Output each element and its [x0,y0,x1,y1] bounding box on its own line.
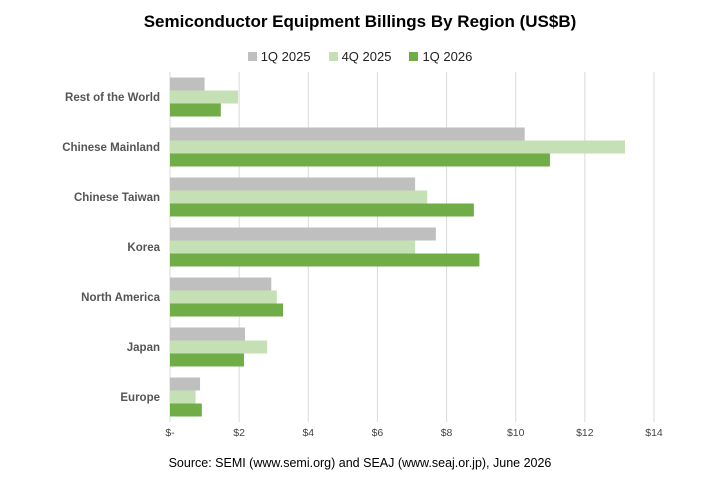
x-tick-label: $14 [645,427,663,439]
y-category-label: Chinese Mainland [62,142,160,154]
y-category-label: Japan [127,342,160,354]
legend-item-4q2025: 4Q 2025 [328,49,392,64]
bar-4q2025-1 [170,140,625,154]
bar-4q2025-3 [170,240,416,254]
bar-4q2025-5 [170,340,268,354]
bar-4q2025-6 [170,390,196,404]
bar-1q2025-5 [170,327,246,341]
bar-1q2025-1 [170,127,525,141]
bar-4q2025-2 [170,190,428,204]
legend-label-1q2026: 1Q 2026 [422,49,473,64]
legend-swatch-1q2025 [247,52,257,61]
y-category-label: North America [81,292,160,304]
legend-item-1q2026: 1Q 2026 [409,49,472,64]
bar-1q2026-4 [170,303,284,317]
bar-1q2025-0 [170,77,205,91]
bar-1q2025-2 [170,177,416,191]
legend-item-1q2025: 1Q 2025 [247,49,311,64]
bar-1q2026-0 [170,103,221,117]
bar-1q2026-3 [170,253,480,267]
chart-title: Semiconductor Equipment Billings By Regi… [143,12,577,31]
y-category-label: Chinese Taiwan [74,192,160,204]
bar-4q2025-0 [170,90,239,104]
bar-1q2025-6 [170,377,201,391]
chart-legend: 1Q 2025 4Q 2025 1Q 2026 [0,49,720,64]
source-note: Source: SEMI (www.semi.org) and SEAJ (ww… [168,456,552,470]
x-tick-label: $- [165,427,175,439]
x-tick-label: $12 [576,427,594,439]
legend-swatch-1q2026 [409,52,419,61]
bar-1q2026-1 [170,153,550,167]
legend-label-1q2025: 1Q 2025 [260,49,311,64]
bar-1q2026-2 [170,203,474,217]
legend-label-4q2025: 4Q 2025 [341,49,392,64]
x-tick-label: $2 [233,427,245,439]
bar-1q2025-3 [170,227,436,241]
legend-swatch-4q2025 [328,52,338,61]
bar-4q2025-4 [170,290,277,304]
bar-1q2026-5 [170,353,244,367]
bar-1q2025-4 [170,277,272,291]
x-tick-label: $6 [372,427,384,439]
y-category-label: Europe [120,392,160,404]
bar-1q2026-6 [170,403,202,417]
x-tick-label: $4 [302,427,314,439]
y-category-label: Korea [127,242,160,254]
x-tick-label: $8 [441,427,453,439]
y-category-label: Rest of the World [65,92,160,104]
x-tick-label: $10 [507,427,525,439]
